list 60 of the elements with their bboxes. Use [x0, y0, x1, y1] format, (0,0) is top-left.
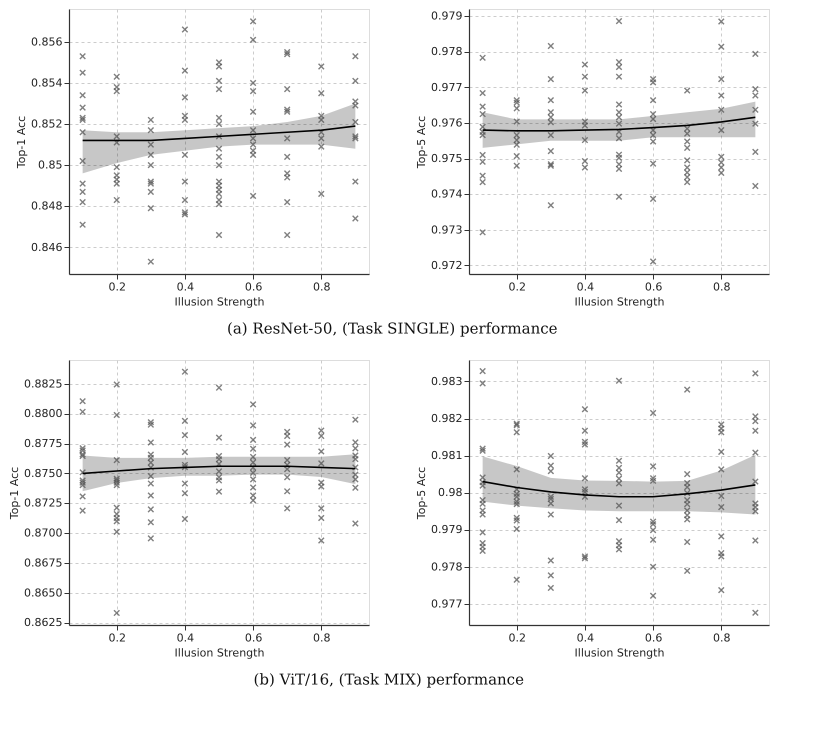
y-tick-label: 0.975 [431, 152, 462, 166]
y-tick-label: 0.979 [431, 10, 462, 23]
y-tick-label: 0.8750 [24, 466, 62, 480]
y-tick-label: 0.978 [431, 560, 462, 574]
y-tick-label: 0.852 [31, 118, 62, 131]
y-tick-label: 0.976 [431, 116, 462, 130]
x-tick-label: 0.2 [508, 280, 526, 294]
y-tick-label: 0.979 [431, 523, 462, 536]
x-axis-title: Illusion Strength [174, 296, 264, 308]
y-axis-title: Top-5 Acc [415, 466, 428, 520]
y-tick-label: 0.85 [38, 158, 62, 172]
y-tick-label: 0.8825 [24, 377, 62, 390]
text: (a) ResNet-50, (Task SINGLE) performance [226, 320, 558, 338]
x-axis-title: Illusion Strength [174, 646, 264, 660]
y-tick-label: 0.977 [431, 80, 462, 94]
x-tick-label: 0.8 [713, 632, 731, 644]
x-tick-label: 0.6 [644, 280, 662, 294]
y-tick-label: 0.974 [431, 188, 462, 201]
line-series [482, 116, 756, 132]
text: (b) ViT/16, (Task MIX) performance [254, 670, 524, 688]
x-tick-label: 0.6 [244, 280, 262, 294]
y-tick-label: 0.848 [31, 200, 62, 213]
y-tick-label: 0.854 [31, 76, 62, 90]
y-tick-label: 0.983 [431, 374, 462, 388]
y-tick-label: 0.8800 [24, 407, 62, 420]
y-tick-label: 0.981 [431, 449, 462, 462]
x-tick-label: 0.6 [244, 632, 262, 644]
y-tick-label: 0.8725 [24, 496, 62, 510]
line-series [82, 465, 356, 474]
y-tick-label: 0.8700 [24, 526, 62, 540]
y-tick-label: 0.98 [438, 486, 462, 500]
x-axis-title: Illusion Strength [574, 296, 664, 308]
x-tick-label: 0.8 [313, 280, 331, 294]
y-tick-label: 0.8650 [24, 586, 62, 600]
line-series [82, 125, 356, 142]
y-tick-label: 0.856 [31, 35, 62, 48]
x-tick-label: 0.8 [713, 280, 731, 294]
y-axis-title: Top-1 Acc [15, 116, 28, 170]
x-tick-label: 0.2 [108, 632, 126, 644]
x-tick-label: 0.4 [176, 280, 194, 294]
y-tick-label: 0.982 [431, 412, 462, 426]
x-tick-label: 0.2 [108, 280, 126, 294]
y-tick-label: 0.972 [431, 258, 462, 272]
x-axis-title: Illusion Strength [574, 646, 664, 660]
y-axis-title: Top-1 Acc [8, 466, 22, 520]
x-tick-label: 0.2 [508, 632, 526, 644]
y-tick-label: 0.977 [431, 597, 462, 610]
x-tick-label: 0.8 [313, 632, 331, 644]
y-tick-label: 0.978 [431, 45, 462, 58]
y-tick-label: 0.973 [431, 223, 462, 236]
y-tick-label: 0.8775 [24, 437, 62, 450]
y-tick-label: 0.846 [31, 240, 62, 254]
x-tick-label: 0.6 [644, 632, 662, 644]
y-tick-label: 0.8625 [24, 616, 62, 630]
y-axis-title: Top-5 Acc [415, 116, 428, 170]
x-tick-label: 0.4 [176, 632, 194, 644]
x-tick-label: 0.4 [576, 280, 594, 294]
line-series [482, 480, 756, 498]
y-tick-label: 0.8675 [24, 556, 62, 570]
x-tick-label: 0.4 [576, 632, 594, 644]
